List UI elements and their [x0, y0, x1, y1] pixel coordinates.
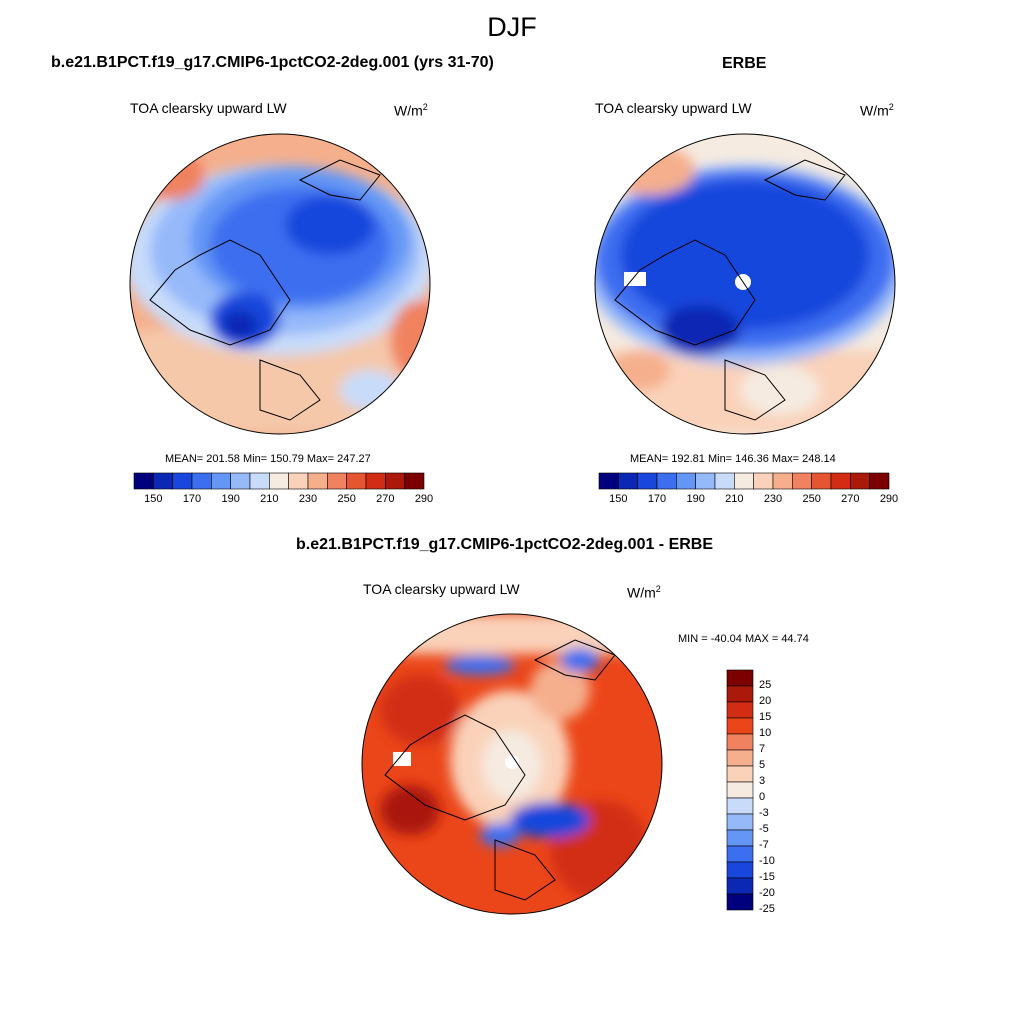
- panel2-colorbar-box: [656, 472, 677, 490]
- diff-colorbar-tick-label: -15: [759, 871, 775, 883]
- diff-colorbar-box: [726, 845, 754, 863]
- panel1-colorbar-box: [404, 472, 425, 490]
- panel2-colorbar-tick-label: 150: [609, 493, 628, 505]
- panel1-colorbar-box: [346, 472, 367, 490]
- panel2-colorbar-box: [792, 472, 812, 490]
- panel2-case-title: ERBE: [722, 55, 767, 72]
- diff-colorbar-box: [726, 765, 754, 783]
- panel2-colorbar-box: [830, 472, 851, 490]
- figure-title: DJF: [487, 12, 537, 42]
- panel1-colorbar-tick-label: 210: [260, 493, 279, 505]
- diff-colorbar-box: [726, 749, 754, 767]
- diff-colorbar-box: [726, 781, 754, 799]
- panel2-colorbar-tick-label: 270: [841, 493, 860, 505]
- panel2-colorbar-box: [753, 472, 774, 490]
- diff-colorbar-tick-label: 20: [759, 695, 772, 707]
- panel2-colorbar-box: [869, 472, 890, 490]
- diff-colorbar-tick-label: 3: [759, 775, 766, 787]
- diff-variable-label: TOA clearsky upward LW: [363, 581, 520, 597]
- panel2-polar-map: [595, 134, 895, 434]
- diff-stats: MIN = -40.04 MAX = 44.74: [678, 633, 809, 645]
- diff-units: W/m2: [627, 584, 661, 601]
- panel2-colorbar-box: [714, 472, 735, 490]
- panel1-colorbar-box: [211, 472, 231, 490]
- diff-colorbar-tick-label: -25: [759, 903, 775, 915]
- panel2-colorbar-tick-label: 170: [647, 493, 667, 505]
- diff-map-border: [361, 613, 663, 915]
- panel2-colorbar-tick-label: 230: [763, 493, 783, 505]
- diff-colorbar-box: [726, 669, 754, 687]
- panel1-colorbar-box: [385, 472, 405, 490]
- diff-colorbar-tick-label: 7: [759, 743, 766, 755]
- panel2-colorbar-box: [811, 472, 832, 490]
- diff-colorbar-tick-label: 5: [759, 759, 766, 771]
- diff-colorbar-tick-label: 10: [759, 727, 772, 739]
- panel2-colorbar-tick-label: 210: [725, 493, 744, 505]
- panel2-colorbar-tick-label: 190: [686, 493, 705, 505]
- panel1-colorbar-box: [153, 472, 173, 490]
- panel2-map-border: [594, 133, 896, 435]
- panel1-colorbar-tick-label: 190: [221, 493, 240, 505]
- panel1-colorbar-box: [288, 472, 309, 490]
- panel1-colorbar-box: [191, 472, 212, 490]
- panel2-colorbar-box: [695, 472, 716, 490]
- panel1-map-border: [129, 133, 431, 435]
- panel1-colorbar-box: [249, 472, 270, 490]
- diff-colorbar-tick-label: -5: [759, 823, 769, 835]
- panel1-colorbar-tick-label: 290: [414, 493, 434, 505]
- diff-colorbar-box: [726, 813, 754, 831]
- panel2-colorbar-box: [637, 472, 658, 490]
- diff-colorbar-tick-label: -7: [759, 839, 769, 851]
- panel2-units: W/m2: [860, 102, 894, 119]
- panel1-case-title: b.e21.B1PCT.f19_g17.CMIP6-1pctCO2-2deg.0…: [51, 54, 494, 71]
- diff-colorbar-box: [726, 733, 754, 751]
- panel2-colorbar-box: [850, 472, 870, 490]
- panel2-stats: MEAN= 192.81 Min= 146.36 Max= 248.14: [630, 453, 836, 465]
- panel1-colorbar-box: [365, 472, 386, 490]
- panel1-colorbar-tick-label: 250: [337, 493, 356, 505]
- panel1-colorbar-tick-label: 170: [182, 493, 202, 505]
- diff-colorbar-box: [726, 701, 754, 719]
- diff-colorbar-box: [726, 877, 754, 895]
- diff-colorbar-tick-label: 25: [759, 679, 772, 691]
- panel2-colorbar-box: [734, 472, 754, 490]
- panel1-colorbar: [133, 472, 425, 490]
- panel2-colorbar-box: [598, 472, 619, 490]
- panel1-colorbar-box: [269, 472, 289, 490]
- panel1-polar-map: [130, 134, 430, 434]
- panel2-colorbar: [598, 472, 890, 490]
- panel2-colorbar-box: [772, 472, 793, 490]
- diff-colorbar-box: [726, 685, 754, 703]
- panel1-variable-label: TOA clearsky upward LW: [130, 100, 287, 116]
- diff-colorbar-tick-label: -20: [759, 887, 775, 899]
- diff-colorbar: [726, 669, 754, 911]
- panel2-colorbar-tick-label: 290: [879, 493, 899, 505]
- diff-colorbar-tick-label: -3: [759, 807, 769, 819]
- panel1-colorbar-box: [133, 472, 154, 490]
- panel2-colorbar-tick-label: 250: [802, 493, 821, 505]
- diff-colorbar-box: [726, 717, 754, 735]
- panel1-colorbar-box: [230, 472, 251, 490]
- diff-colorbar-tick-label: -10: [759, 855, 775, 867]
- panel2-variable-label: TOA clearsky upward LW: [595, 100, 752, 116]
- diff-colorbar-box: [726, 893, 754, 911]
- panel1-stats: MEAN= 201.58 Min= 150.79 Max= 247.27: [165, 453, 371, 465]
- panel1-colorbar-tick-label: 230: [298, 493, 318, 505]
- panel1-colorbar-box: [327, 472, 347, 490]
- panel1-colorbar-tick-label: 270: [376, 493, 395, 505]
- diff-case-title: b.e21.B1PCT.f19_g17.CMIP6-1pctCO2-2deg.0…: [296, 536, 714, 553]
- panel1-units: W/m2: [394, 102, 428, 119]
- diff-colorbar-tick-label: 0: [759, 791, 766, 803]
- diff-polar-map: [362, 614, 662, 914]
- panel1-colorbar-box: [307, 472, 328, 490]
- diff-colorbar-box: [726, 861, 754, 879]
- panel2-colorbar-box: [618, 472, 638, 490]
- diff-colorbar-box: [726, 797, 754, 815]
- diff-colorbar-tick-label: 15: [759, 711, 772, 723]
- panel2-colorbar-box: [676, 472, 696, 490]
- panel1-colorbar-tick-label: 150: [144, 493, 163, 505]
- panel1-colorbar-box: [172, 472, 193, 490]
- diff-colorbar-box: [726, 829, 754, 847]
